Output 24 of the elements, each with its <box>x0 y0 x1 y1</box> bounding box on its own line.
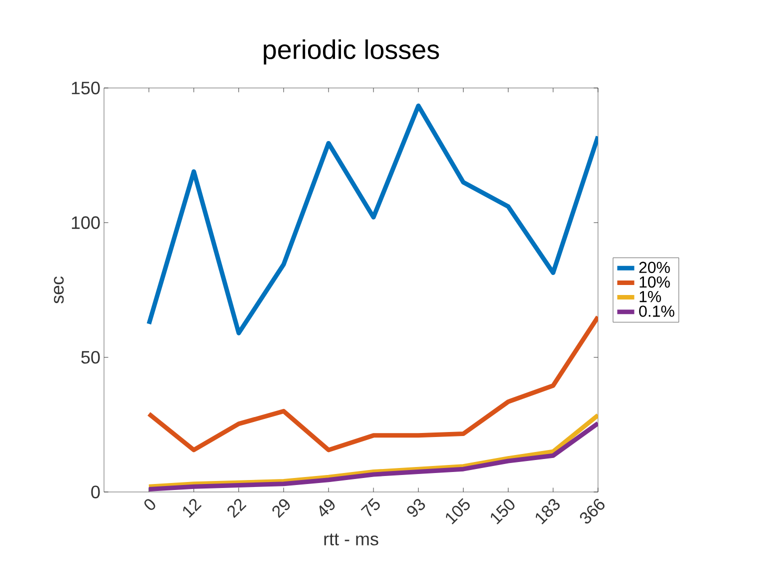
x-tick-label: 22 <box>227 498 246 518</box>
legend-label: 1% <box>640 291 661 302</box>
x-axis-title: rtt - ms <box>324 534 378 546</box>
line-series <box>146 104 598 336</box>
legend-label: 20% <box>639 262 670 274</box>
x-tick-label: 93 <box>407 498 425 517</box>
legend-label: 0.1% <box>639 306 674 317</box>
x-tick-label: 0 <box>144 499 156 510</box>
x-tick-label: 29 <box>272 499 290 518</box>
x-tick-label: 150 <box>490 499 514 524</box>
x-tick-label: 49 <box>319 499 335 517</box>
x-tick-label: 105 <box>446 498 470 524</box>
y-tick-label: 150 <box>72 82 100 94</box>
chart-title: periodic losses <box>264 39 439 64</box>
x-tick-label: 75 <box>360 498 380 516</box>
y-tick-label: 0 <box>91 486 100 498</box>
y-tick-label: 100 <box>72 216 100 229</box>
x-tick-label: 183 <box>536 498 560 524</box>
legend-label: 10% <box>640 276 670 288</box>
y-tick-label: 50 <box>81 350 100 364</box>
x-tick-label: 366 <box>580 498 604 524</box>
x-tick-label: 12 <box>183 498 202 518</box>
line-series <box>146 314 598 452</box>
y-axis-title: sec <box>54 276 64 304</box>
